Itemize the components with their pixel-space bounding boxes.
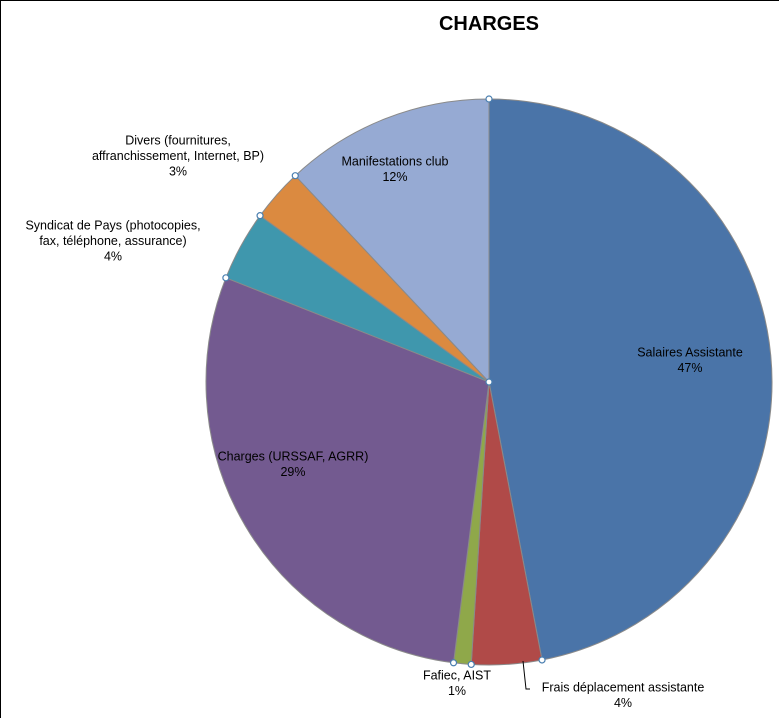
- slice-percent-label: 3%: [169, 165, 187, 179]
- chart-title: CHARGES: [439, 13, 539, 35]
- selection-handle[interactable]: [256, 212, 264, 220]
- slice-percent-label: 4%: [614, 696, 632, 710]
- slice-percent-label: 12%: [382, 170, 407, 184]
- selection-handle[interactable]: [485, 378, 493, 386]
- leader-line: [522, 660, 530, 690]
- slice-percent-label: 1%: [448, 684, 466, 698]
- pie-slices: [205, 98, 773, 666]
- slice-percent-label: 29%: [280, 465, 305, 479]
- slice-label: Salaires Assistante: [637, 345, 743, 359]
- selection-handle[interactable]: [222, 274, 230, 282]
- pie-slice[interactable]: [205, 277, 490, 664]
- selection-handle[interactable]: [449, 659, 458, 667]
- selection-handle[interactable]: [485, 95, 493, 103]
- slice-label: Manifestations club: [341, 154, 448, 168]
- slice-handles: [222, 95, 546, 669]
- selection-handle[interactable]: [291, 172, 299, 180]
- pie-slice[interactable]: [294, 98, 490, 384]
- selection-handle[interactable]: [538, 656, 546, 664]
- slice-label: Syndicat de Pays (photocopies,: [25, 219, 200, 233]
- slice-label: Fafiec, AIST: [423, 668, 491, 682]
- slice-label: Charges (URSSAF, AGRR): [218, 449, 369, 463]
- slice-labels: Salaires Assistante 47% Frais déplacement …: [25, 134, 742, 710]
- slice-percent-label: 4%: [104, 250, 122, 264]
- slice-label: affranchissement, Internet, BP): [92, 149, 264, 163]
- selection-handle[interactable]: [467, 660, 475, 669]
- slice-label: fax, téléphone, assurance): [39, 234, 186, 248]
- slice-label: Divers (fournitures,: [125, 134, 231, 148]
- slice-label: Frais déplacement assistante: [542, 680, 705, 694]
- pie-slice[interactable]: [488, 98, 773, 661]
- slice-percent-label: 47%: [677, 361, 702, 375]
- leader-lines: [522, 660, 530, 690]
